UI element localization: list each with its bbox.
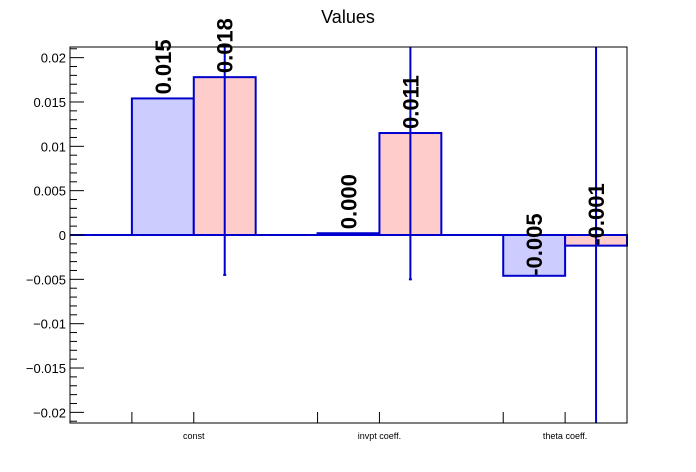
y-tick-label: 0.02 — [41, 51, 66, 66]
bar-series1-theta-coeff- — [502, 234, 567, 277]
y-tick-label: 0 — [59, 228, 66, 243]
bar-series1-const — [130, 97, 195, 236]
value-label: 0.011 — [398, 75, 423, 129]
y-tick-label: −0.02 — [33, 405, 66, 420]
value-labels-layer: 0.015 0.018 0.000 0.011 -0.005 -0.001 — [151, 18, 609, 276]
y-tick-label: −0.015 — [26, 361, 66, 376]
x-tick-label: theta coeff. — [543, 431, 587, 441]
x-tick-label: invpt coeff. — [358, 431, 401, 441]
y-tick-label: −0.005 — [26, 272, 66, 287]
bars-layer — [130, 76, 628, 277]
value-label: -0.005 — [522, 213, 547, 275]
chart-title: Values — [321, 7, 375, 27]
value-label: 0.015 — [151, 39, 176, 94]
y-axis: −0.02 −0.015 −0.01 −0.005 0 0.005 0.01 0.015 0.0… — [26, 48, 84, 422]
y-tick-label: 0.015 — [33, 95, 66, 110]
x-axis: const invpt coeff. theta coeff. — [131, 412, 587, 441]
value-label: 0.000 — [337, 174, 362, 229]
value-label: -0.001 — [584, 183, 609, 245]
y-tick-label: 0.005 — [33, 184, 66, 199]
x-tick-label: const — [183, 431, 205, 441]
y-tick-label: −0.01 — [33, 317, 66, 332]
y-tick-label: 0.01 — [41, 139, 66, 154]
value-label: 0.018 — [213, 18, 238, 73]
